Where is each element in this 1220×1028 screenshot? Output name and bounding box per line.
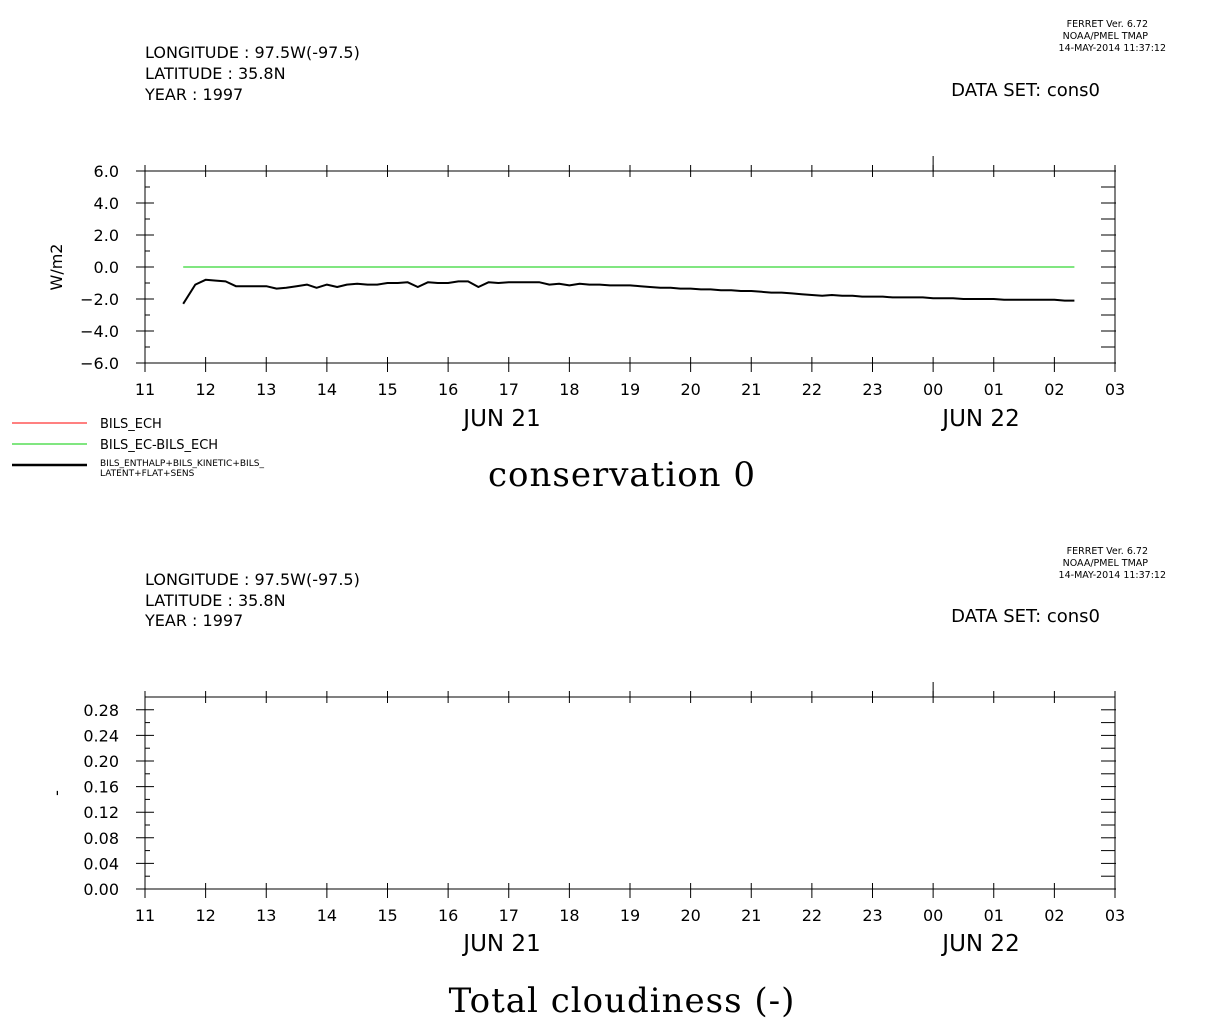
panel-2-date-jun22: JUN 22 [940,931,1019,957]
panel-2-year: YEAR : 1997 [144,611,243,630]
panel-1-ytick-label: 0.0 [94,258,119,277]
panel-2-xtick-label: 18 [559,906,579,925]
panel-2-ferret-org: NOAA/PMEL TMAP [1063,558,1149,569]
panel-1-xtick-label: 16 [438,380,458,399]
panel-1-xtick-label: 15 [377,380,397,399]
panel-2-xtick-label: 11 [135,906,155,925]
panel-2-xtick-label: 23 [862,906,882,925]
panel-2-dataset: DATA SET: cons0 [951,606,1100,627]
panel-2-ytick-label: 0.20 [83,752,119,771]
panel-1-ferret-version: FERRET Ver. 6.72 [1067,19,1148,30]
panel-2-date-jun21: JUN 21 [461,931,540,957]
panel-2-xtick-label: 20 [680,906,700,925]
panel-2-xtick-label: 02 [1044,906,1064,925]
panel-1-latitude: LATITUDE : 35.8N [145,64,286,83]
legend-label-bils-sum-line1: BILS_ENTHALP+BILS_KINETIC+BILS_ [100,459,264,469]
panel-2-xtick-label: 01 [984,906,1004,925]
legend-label-bils-ech: BILS_ECH [100,417,162,432]
panel-2-ytick-label: 0.08 [83,829,119,848]
panel-2-xtick-label: 17 [499,906,519,925]
panel-1-header: LONGITUDE : 97.5W(-97.5) LATITUDE : 35.8… [144,19,1166,104]
panel-2-ferret-version: FERRET Ver. 6.72 [1067,546,1148,557]
panel-2-ytick-label: 0.28 [83,701,119,720]
legend-label-bils-ec-diff: BILS_EC-BILS_ECH [100,438,218,453]
panel-1-year: YEAR : 1997 [144,85,243,104]
panel-2-xtick-label: 03 [1105,906,1125,925]
panel-1-longitude: LONGITUDE : 97.5W(-97.5) [145,43,360,62]
panel-2-xtick-label: 00 [923,906,943,925]
panel-1-ferret-date: 14-MAY-2014 11:37:12 [1059,43,1166,54]
panel-1-date-jun22: JUN 22 [940,406,1019,432]
panel-2-title: Total cloudiness (-) [449,981,796,1021]
panel-1-ytick-label: 6.0 [94,162,119,181]
panel-2-xtick-label: 13 [256,906,276,925]
panel-1-date-jun21: JUN 21 [461,406,540,432]
panel-2-ytick-label: 0.12 [83,803,119,822]
panel-2-ferret-date: 14-MAY-2014 11:37:12 [1059,570,1166,581]
panel-2-plot: - 0.28 0.24 0.20 0.16 0.12 0.08 0.04 0.00 11 12 1… [47,682,1125,957]
panel-1-title: conservation 0 [488,455,756,495]
panel-1-ytick-label: 4.0 [94,194,119,213]
panel-2-header: LONGITUDE : 97.5W(-97.5) LATITUDE : 35.8… [144,546,1166,630]
panel-1-xtick-label: 12 [195,380,215,399]
panel-1-xtick-label: 00 [923,380,943,399]
panel-1-xtick-label: 02 [1044,380,1064,399]
panel-1-ylabel: W/m2 [47,244,66,291]
panel-2-ytick-label: 0.16 [83,778,119,797]
panel-2-xtick-label: 21 [741,906,761,925]
panel-2-ytick-label: 0.24 [83,726,119,745]
legend-label-bils-sum-line2: LATENT+FLAT+SENS [100,469,195,479]
panel-1-ytick-label: −4.0 [80,322,119,341]
panel-2-ylabel: - [47,790,66,796]
panel-1-plot: W/m2 6.0 4.0 2.0 0.0 −2.0 −4.0 −6.0 11 12 13 14 15… [47,156,1125,432]
panel-1-ytick-label: −2.0 [80,290,119,309]
panel-2-latitude: LATITUDE : 35.8N [145,591,286,610]
panel-1-xtick-label: 11 [135,380,155,399]
panel-1-xtick-label: 21 [741,380,761,399]
panel-2-xtick-label: 19 [620,906,640,925]
panel-2-xtick-label: 22 [802,906,822,925]
panel-1-xtick-label: 14 [317,380,337,399]
panel-2-frame [144,696,1116,890]
panel-1-xtick-label: 19 [620,380,640,399]
panel-2-xtick-label: 14 [317,906,337,925]
panel-2-ytick-label: 0.04 [83,854,119,873]
panel-1-xtick-label: 23 [862,380,882,399]
panel-1-xtick-label: 03 [1105,380,1125,399]
panel-2-longitude: LONGITUDE : 97.5W(-97.5) [145,570,360,589]
panel-1-series-line-1 [182,278,1075,305]
panel-1-ferret-org: NOAA/PMEL TMAP [1063,31,1149,42]
legend: BILS_ECH BILS_EC-BILS_ECH BILS_ENTHALP+B… [12,417,264,479]
panel-1-xtick-label: 01 [984,380,1004,399]
panel-1-xtick-label: 22 [802,380,822,399]
panel-1-ytick-label: 2.0 [94,226,119,245]
panel-1-xtick-label: 20 [680,380,700,399]
panel-2-xtick-label: 15 [377,906,397,925]
panel-2-xtick-label: 12 [195,906,215,925]
panel-1-xtick-label: 18 [559,380,579,399]
panel-2-xtick-label: 16 [438,906,458,925]
panel-1-xtick-label: 13 [256,380,276,399]
panel-2-ytick-label: 0.00 [83,880,119,899]
panel-1-xtick-label: 17 [499,380,519,399]
panel-1-dataset: DATA SET: cons0 [951,80,1100,101]
panel-1-ytick-label: −6.0 [80,354,119,373]
